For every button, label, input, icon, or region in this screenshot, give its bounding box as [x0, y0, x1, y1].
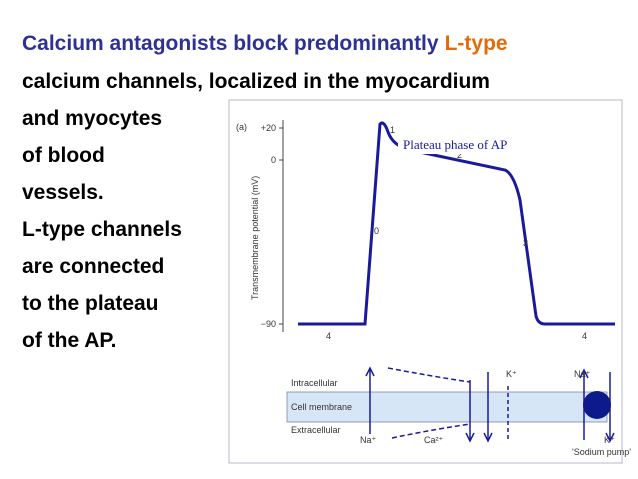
layer-label: Cell membrane — [291, 402, 352, 412]
body-line: of blood — [22, 144, 105, 167]
ion-label: Ca²⁺ — [424, 435, 444, 445]
phase-label: 2 — [457, 150, 462, 160]
sodium-pump — [583, 391, 611, 419]
title-main: Calcium antagonists block predominantly — [22, 32, 439, 55]
ion-label: K⁺ — [604, 435, 615, 445]
ion-label: Na⁺ — [574, 369, 591, 379]
pump-label: 'Sodium pump' — [572, 447, 631, 457]
y-tick-label: 0 — [271, 155, 276, 165]
phase-label: 3 — [523, 238, 528, 248]
y-tick-label: −90 — [261, 319, 276, 329]
phase-label: 4 — [582, 331, 587, 341]
action-potential-curve — [298, 121, 615, 326]
phase-label: 1 — [390, 125, 395, 135]
body-line: L-type channels — [22, 218, 182, 241]
title: Calcium antagonists block predominantly L… — [22, 32, 508, 55]
body-text: calcium channels, localized in the myoca… — [22, 70, 490, 352]
phase-label: 0 — [374, 226, 379, 236]
panel-label: (a) — [236, 122, 247, 132]
ion-label: K⁺ — [506, 369, 517, 379]
body-line: and myocytes — [22, 107, 162, 130]
phase-label: 4 — [326, 331, 331, 341]
callout-bg — [398, 134, 558, 154]
body-line: of the AP. — [22, 329, 117, 352]
y-axis-title: Transmembrane potential (mV) — [250, 176, 260, 300]
title-highlight: L-type — [445, 32, 508, 55]
callout: Plateau phase of AP — [403, 137, 507, 152]
layer-label: Intracellular — [291, 378, 338, 388]
layer-label: Extracellular — [291, 425, 341, 435]
body-line: to the plateau — [22, 292, 159, 315]
body-line: calcium channels, localized in the myoca… — [22, 70, 490, 93]
ion-label: Na⁺ — [360, 435, 377, 445]
body-line: vessels. — [22, 181, 104, 204]
y-tick-label: +20 — [261, 123, 276, 133]
body-line: are connected — [22, 255, 164, 278]
membrane — [286, 391, 608, 423]
